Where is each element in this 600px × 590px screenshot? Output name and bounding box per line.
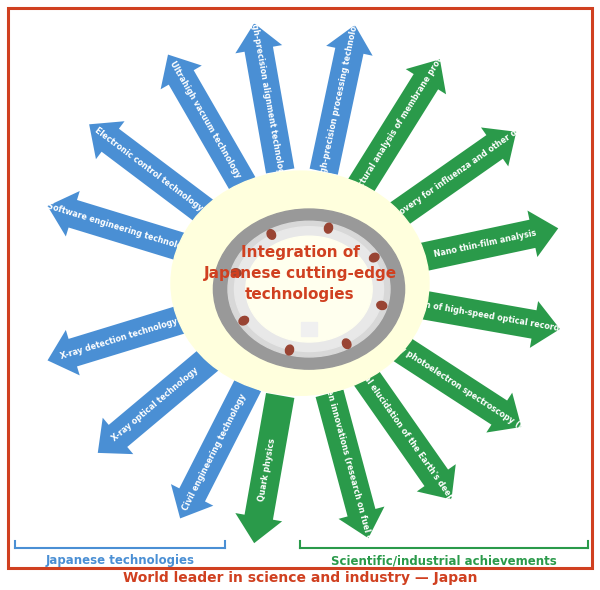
Ellipse shape xyxy=(231,268,241,277)
Text: Drug discovery for influenza and other diseases: Drug discovery for influenza and other d… xyxy=(363,109,547,241)
Text: Green innovations (research on fuel cells): Green innovations (research on fuel cell… xyxy=(320,373,378,559)
Ellipse shape xyxy=(286,345,293,355)
Ellipse shape xyxy=(246,236,372,342)
Ellipse shape xyxy=(171,171,429,395)
Text: Hard X-ray photoelectron spectroscopy (HAXPES): Hard X-ray photoelectron spectroscopy (H… xyxy=(362,322,555,451)
Polygon shape xyxy=(47,303,195,375)
Polygon shape xyxy=(388,333,521,432)
Ellipse shape xyxy=(228,221,390,357)
Text: High-precision processing technology: High-precision processing technology xyxy=(317,14,361,183)
Ellipse shape xyxy=(377,301,387,310)
Text: Ultrahigh vacuum technology: Ultrahigh vacuum technology xyxy=(168,60,243,179)
Text: Structural elucidation of the Earth's deep interior: Structural elucidation of the Earth's de… xyxy=(340,343,476,533)
Text: Integration of
Japanese cutting-edge
technologies: Integration of Japanese cutting-edge tec… xyxy=(203,245,397,301)
Ellipse shape xyxy=(251,240,367,338)
Text: World leader in science and industry — Japan: World leader in science and industry — J… xyxy=(123,571,477,585)
Text: X-ray detection technology: X-ray detection technology xyxy=(59,316,179,360)
Text: High-precision alignment technology: High-precision alignment technology xyxy=(248,14,286,180)
Ellipse shape xyxy=(214,209,404,369)
Text: Civil engineering technology: Civil engineering technology xyxy=(181,392,248,512)
Ellipse shape xyxy=(267,230,275,239)
Bar xyxy=(301,322,317,336)
Polygon shape xyxy=(316,389,385,538)
Polygon shape xyxy=(348,60,446,194)
Polygon shape xyxy=(385,127,516,230)
Ellipse shape xyxy=(235,227,383,352)
Polygon shape xyxy=(89,121,218,226)
Polygon shape xyxy=(353,368,456,500)
Polygon shape xyxy=(98,346,222,454)
Text: Japanese technologies: Japanese technologies xyxy=(46,554,194,567)
Polygon shape xyxy=(410,289,560,348)
Polygon shape xyxy=(171,378,261,519)
Ellipse shape xyxy=(343,339,351,349)
Polygon shape xyxy=(310,25,373,175)
Polygon shape xyxy=(235,393,295,543)
Text: Nano thin-film analysis: Nano thin-film analysis xyxy=(433,229,537,259)
Polygon shape xyxy=(161,54,256,192)
Text: Structural analysis of membrane proteins: Structural analysis of membrane proteins xyxy=(346,40,454,205)
Text: Structural elucidation of high-speed optical recording DVD materials: Structural elucidation of high-speed opt… xyxy=(332,284,600,348)
Polygon shape xyxy=(409,211,558,274)
Ellipse shape xyxy=(370,253,379,262)
Text: Electronic control technology: Electronic control technology xyxy=(94,126,205,213)
Text: X-ray optical technology: X-ray optical technology xyxy=(110,366,200,444)
Ellipse shape xyxy=(239,316,248,325)
Polygon shape xyxy=(235,23,295,173)
Text: Software engineering technology: Software engineering technology xyxy=(46,202,193,254)
Ellipse shape xyxy=(325,223,332,233)
Polygon shape xyxy=(47,191,195,264)
Text: Quark physics: Quark physics xyxy=(257,437,277,502)
Text: Scientific/industrial achievements: Scientific/industrial achievements xyxy=(331,554,557,567)
